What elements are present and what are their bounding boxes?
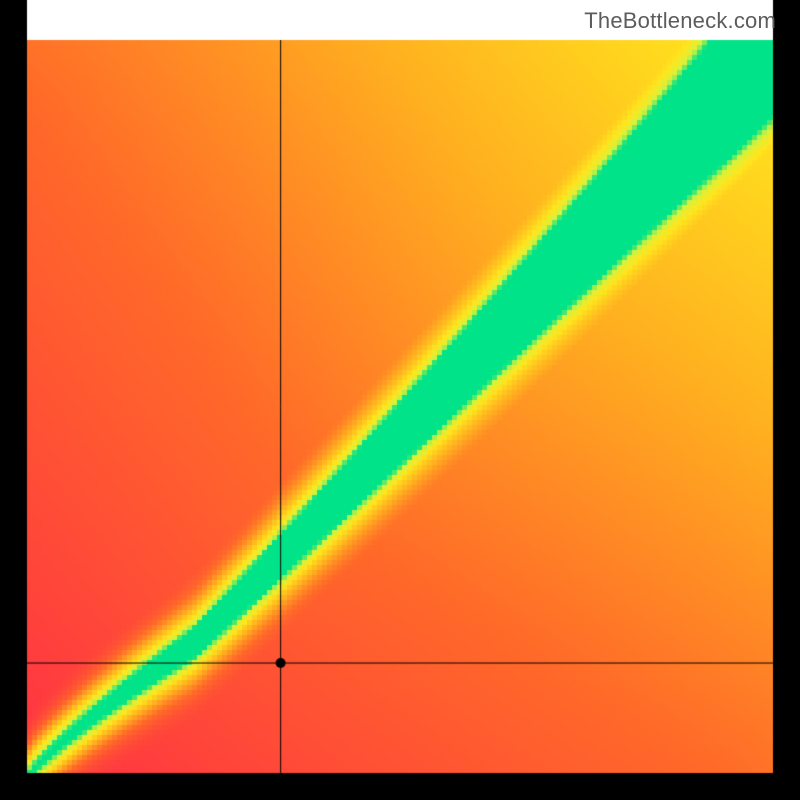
watermark-text: TheBottleneck.com	[584, 8, 776, 34]
chart-container: TheBottleneck.com	[0, 0, 800, 800]
bottleneck-heatmap	[0, 0, 800, 800]
